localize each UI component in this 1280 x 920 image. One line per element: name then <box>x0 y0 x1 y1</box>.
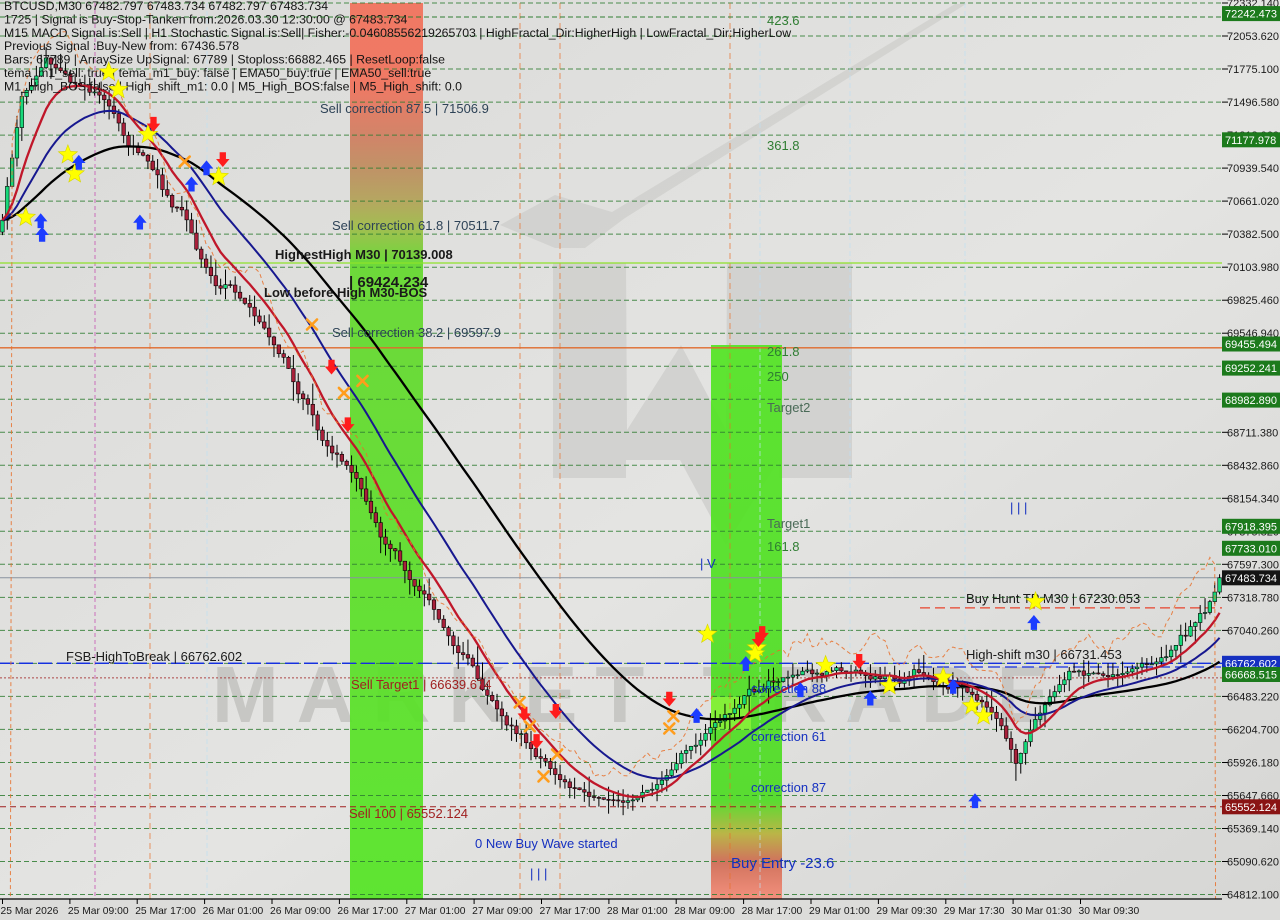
svg-text:65926.180: 65926.180 <box>1227 758 1279 770</box>
svg-text:26 Mar 17:00: 26 Mar 17:00 <box>337 906 398 917</box>
svg-text:correction 61: correction 61 <box>751 729 826 744</box>
svg-text:25 Mar 09:00: 25 Mar 09:00 <box>68 906 129 917</box>
svg-text:0 New Buy Wave started: 0 New Buy Wave started <box>475 836 618 851</box>
svg-text:Sell correction 61.8 | 70511.7: Sell correction 61.8 | 70511.7 <box>332 218 500 233</box>
svg-text:25 Mar 2026: 25 Mar 2026 <box>1 906 59 917</box>
svg-text:High-shift m30 | 66731.453: High-shift m30 | 66731.453 <box>966 647 1122 662</box>
svg-text:65552.124: 65552.124 <box>1225 802 1277 814</box>
svg-text:70939.540: 70939.540 <box>1227 163 1279 175</box>
svg-text:67483.734: 67483.734 <box>1225 573 1277 585</box>
svg-text:HighestHigh M30 | 70139.008: HighestHigh M30 | 70139.008 <box>275 247 453 262</box>
svg-text:29 Mar 09:30: 29 Mar 09:30 <box>876 906 937 917</box>
svg-text:70661.020: 70661.020 <box>1227 196 1279 208</box>
svg-text:67918.395: 67918.395 <box>1225 521 1277 533</box>
svg-text:71177.978: 71177.978 <box>1225 135 1276 147</box>
svg-text:| | |: | | | <box>530 866 547 881</box>
svg-text:Sell correction 38.2 | 69597.9: Sell correction 38.2 | 69597.9 <box>332 325 501 340</box>
svg-text:250: 250 <box>767 369 789 384</box>
svg-text:68982.890: 68982.890 <box>1225 395 1277 407</box>
svg-text:29 Mar 17:30: 29 Mar 17:30 <box>944 906 1005 917</box>
svg-text:27 Mar 17:00: 27 Mar 17:00 <box>540 906 601 917</box>
svg-text:correction 88: correction 88 <box>751 681 826 696</box>
svg-text:tema_m1_sell: true | tema_m1_b: tema_m1_sell: true | tema_m1_buy: false … <box>4 66 431 80</box>
svg-text:M1_High_BOS:false | High_shift: M1_High_BOS:false | High_shift_m1: 0.0 |… <box>4 79 462 93</box>
svg-text:72053.620: 72053.620 <box>1227 31 1279 43</box>
svg-text:Previous Signal :Buy-New from:: Previous Signal :Buy-New from: 67436.578 <box>4 39 239 53</box>
svg-text:65090.620: 65090.620 <box>1227 857 1279 869</box>
svg-text:Sell Target1 | 66639.674: Sell Target1 | 66639.674 <box>351 677 491 692</box>
svg-text:67040.260: 67040.260 <box>1227 625 1279 637</box>
svg-text:29 Mar 01:00: 29 Mar 01:00 <box>809 906 870 917</box>
svg-text:66668.515: 66668.515 <box>1225 670 1277 682</box>
svg-text:161.8: 161.8 <box>767 539 800 554</box>
svg-text:72242.473: 72242.473 <box>1225 9 1277 21</box>
svg-text:26 Mar 01:00: 26 Mar 01:00 <box>203 906 264 917</box>
svg-text:68154.340: 68154.340 <box>1227 493 1279 505</box>
svg-text:| | |: | | | <box>1010 500 1027 515</box>
svg-text:361.8: 361.8 <box>767 138 800 153</box>
svg-text:30 Mar 09:30: 30 Mar 09:30 <box>1079 906 1140 917</box>
svg-text:69455.494: 69455.494 <box>1225 339 1277 351</box>
svg-text:68711.380: 68711.380 <box>1227 427 1278 439</box>
svg-text:70103.980: 70103.980 <box>1227 262 1279 274</box>
svg-text:261.8: 261.8 <box>767 344 800 359</box>
svg-text:69252.241: 69252.241 <box>1225 363 1277 375</box>
svg-text:68432.860: 68432.860 <box>1227 460 1279 472</box>
svg-text:Low before High M30-BOS: Low before High M30-BOS <box>264 285 428 300</box>
svg-text:71775.100: 71775.100 <box>1227 64 1279 76</box>
svg-text:27 Mar 09:00: 27 Mar 09:00 <box>472 906 533 917</box>
svg-text:67733.010: 67733.010 <box>1225 543 1277 555</box>
svg-text:Target1: Target1 <box>767 516 810 531</box>
svg-text:65369.140: 65369.140 <box>1227 824 1279 836</box>
svg-text:67318.780: 67318.780 <box>1227 592 1279 604</box>
svg-text:1725 | Signal is Buy-Stop-Tank: 1725 | Signal is Buy-Stop-Tanken from:20… <box>4 12 407 26</box>
svg-text:26 Mar 09:00: 26 Mar 09:00 <box>270 906 331 917</box>
svg-text:28 Mar 01:00: 28 Mar 01:00 <box>607 906 668 917</box>
svg-text:71496.580: 71496.580 <box>1227 97 1279 109</box>
svg-text:67597.300: 67597.300 <box>1227 559 1279 571</box>
svg-text:69825.460: 69825.460 <box>1227 295 1279 307</box>
svg-text:25 Mar 17:00: 25 Mar 17:00 <box>135 906 196 917</box>
svg-text:Sell 100 | 65552.124: Sell 100 | 65552.124 <box>349 806 468 821</box>
svg-text:M15 MACD Signal is:Sell | H1 S: M15 MACD Signal is:Sell | H1 Stochastic … <box>4 26 791 40</box>
svg-text:27 Mar 01:00: 27 Mar 01:00 <box>405 906 466 917</box>
svg-text:66483.220: 66483.220 <box>1227 691 1279 703</box>
svg-text:correction 87: correction 87 <box>751 780 826 795</box>
svg-text:28 Mar 09:00: 28 Mar 09:00 <box>674 906 735 917</box>
svg-text:| V: | V <box>700 556 716 571</box>
svg-text:Bars: 67789 | ArraySize UpSign: Bars: 67789 | ArraySize UpSignal: 67789 … <box>4 53 445 67</box>
svg-text:66204.700: 66204.700 <box>1227 724 1279 736</box>
svg-text:30 Mar 01:30: 30 Mar 01:30 <box>1011 906 1072 917</box>
svg-text:BTCUSD,M30 67482.797 67483.73: BTCUSD,M30 67482.797 67483.734 67482.797… <box>4 0 328 13</box>
svg-text:Buy Entry -23.6: Buy Entry -23.6 <box>731 855 834 872</box>
svg-text:28 Mar 17:00: 28 Mar 17:00 <box>742 906 803 917</box>
svg-text:Sell correction 87.5 | 71506.9: Sell correction 87.5 | 71506.9 <box>320 101 489 116</box>
svg-text:Buy Hunt TP M30 | 67230.053: Buy Hunt TP M30 | 67230.053 <box>966 591 1140 606</box>
svg-text:70382.500: 70382.500 <box>1227 229 1279 241</box>
svg-text:Target2: Target2 <box>767 400 810 415</box>
svg-text:FSB-HighToBreak | 66762.602: FSB-HighToBreak | 66762.602 <box>66 649 242 664</box>
